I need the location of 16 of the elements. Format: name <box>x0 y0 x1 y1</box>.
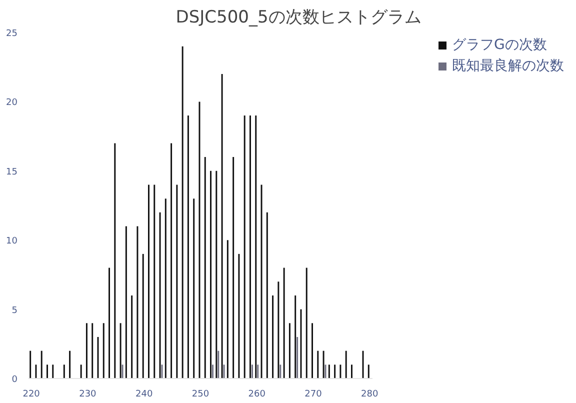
y-tick-label: 15 <box>6 167 18 178</box>
y-tick-label: 25 <box>6 29 18 39</box>
x-tick-label: 240 <box>136 390 153 400</box>
y-tick-label: 0 <box>12 375 18 385</box>
x-tick-label: 230 <box>79 390 97 400</box>
x-tick-label: 270 <box>304 390 322 400</box>
x-tick-label: 260 <box>248 390 266 400</box>
x-tick-label: 220 <box>22 390 40 400</box>
legend-label: グラフGの次数 <box>452 36 547 54</box>
x-tick-label: 280 <box>361 390 378 400</box>
y-tick-label: 20 <box>6 98 18 108</box>
legend-label: 既知最良解の次数 <box>452 57 564 75</box>
y-tick-label: 5 <box>12 306 18 316</box>
x-tick-label: 250 <box>192 390 210 400</box>
chart-title: DSJC500_5の次数ヒストグラム <box>176 8 422 28</box>
y-tick-label: 10 <box>6 236 18 247</box>
